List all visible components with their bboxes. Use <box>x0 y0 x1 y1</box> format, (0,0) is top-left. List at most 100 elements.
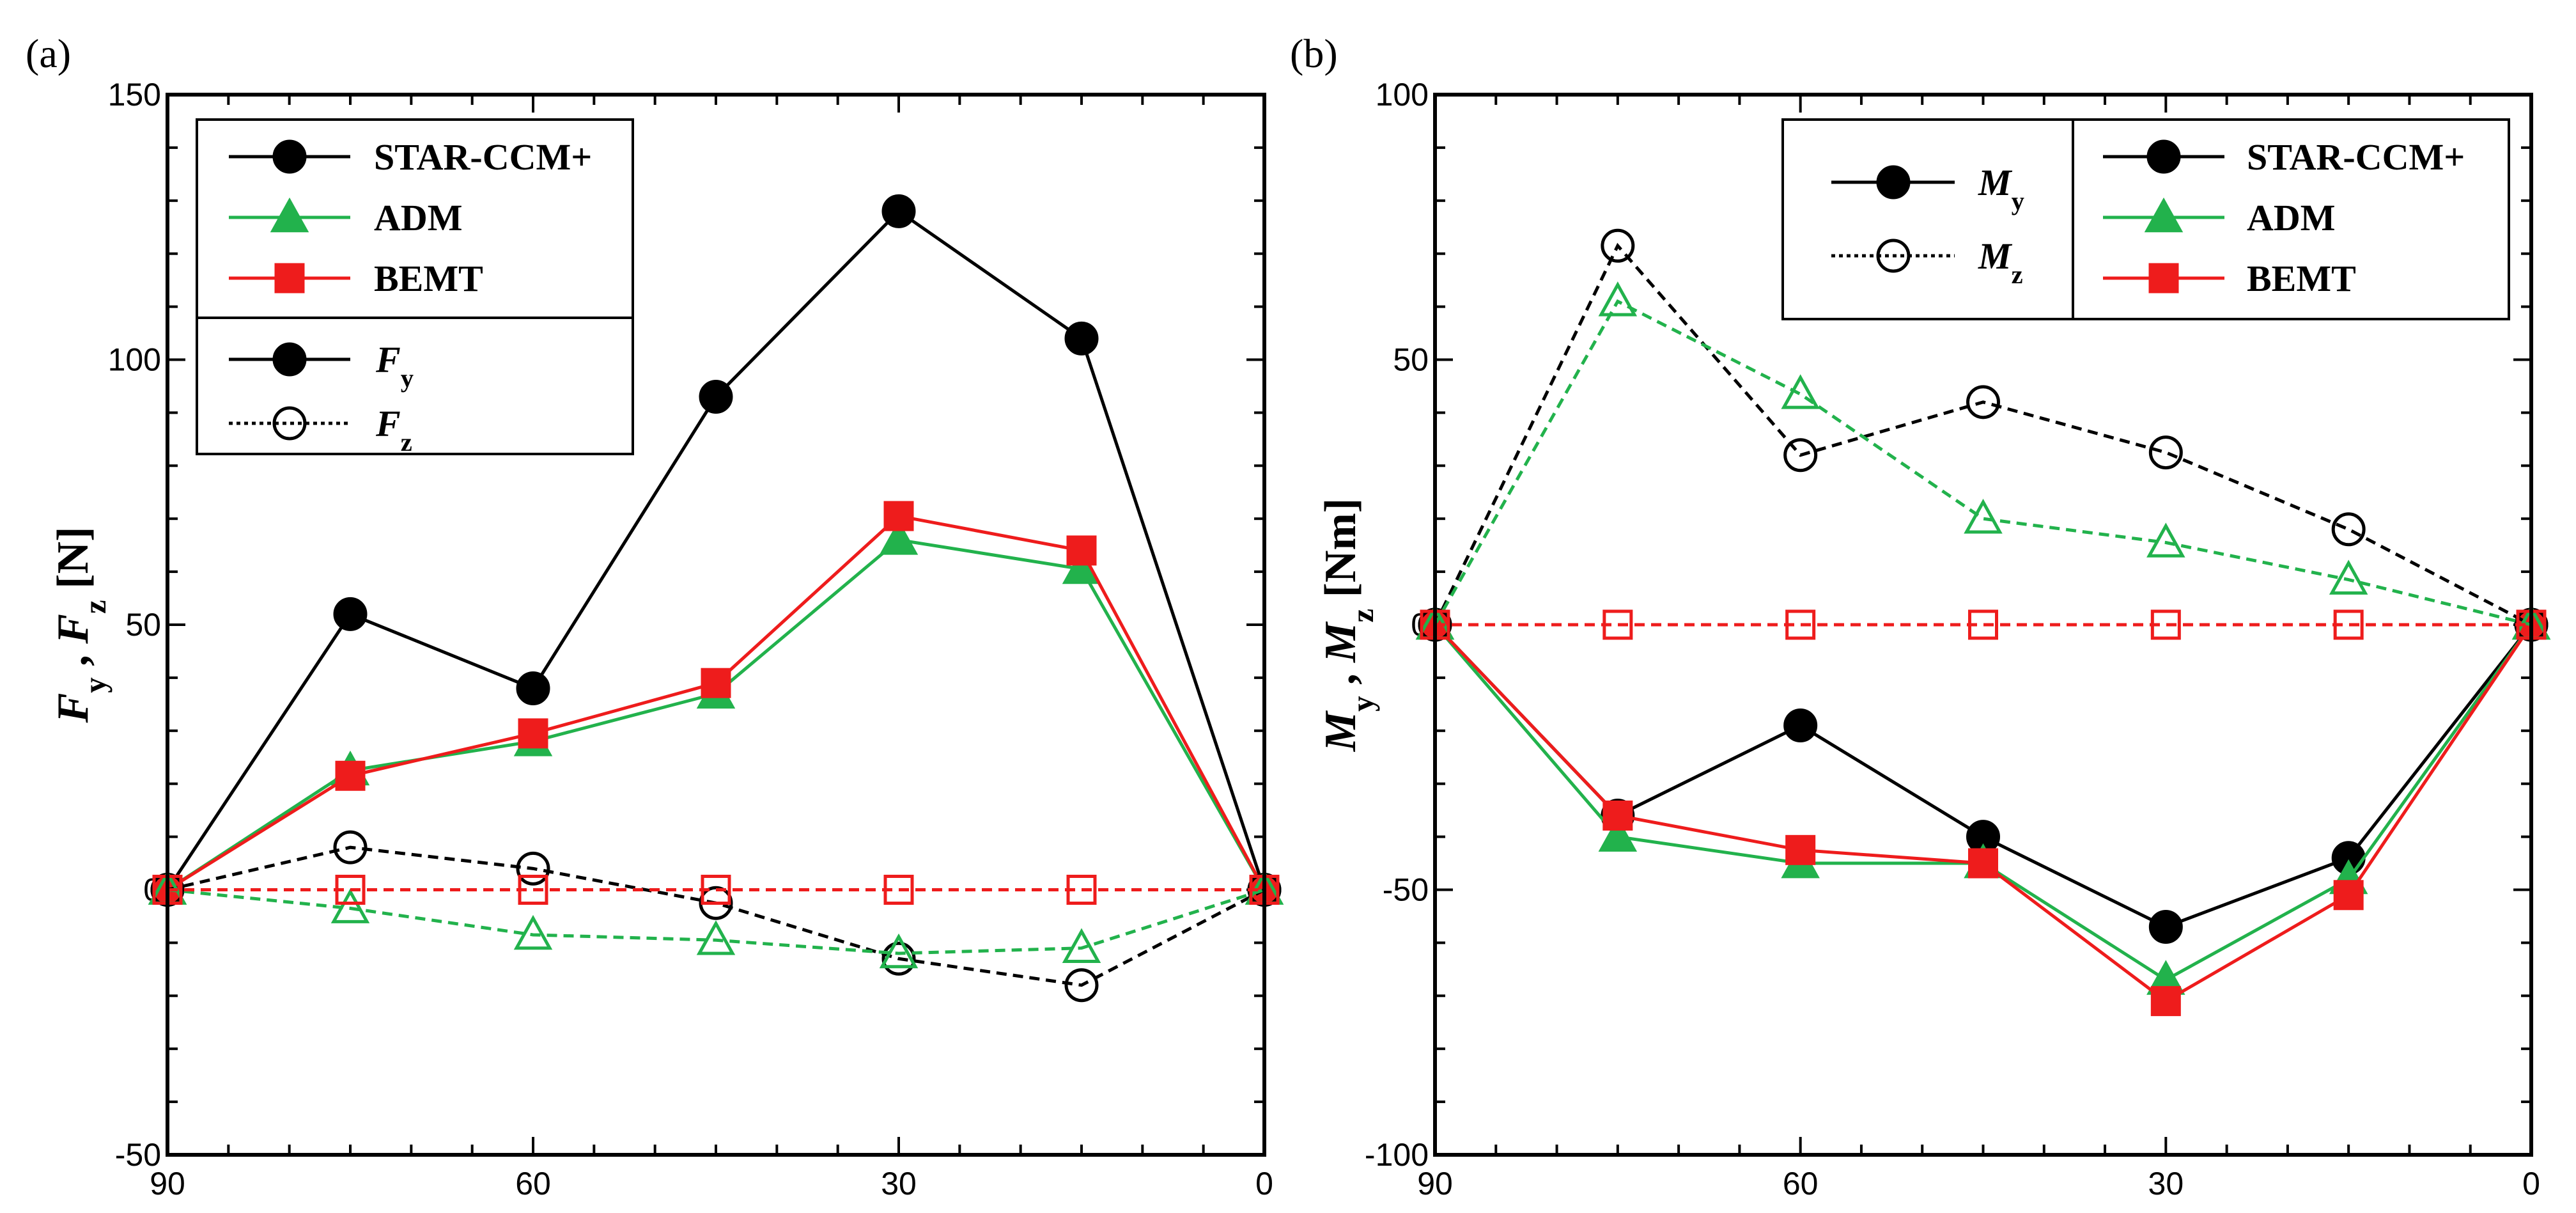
series-star-ccm-fz <box>150 830 1282 1003</box>
legend-label: My <box>1978 162 2024 215</box>
legend-label: ADM <box>374 197 463 239</box>
legend-label: Fz <box>375 403 412 457</box>
series-line <box>1434 623 2533 929</box>
series-line <box>166 538 1266 891</box>
data-point <box>699 886 733 920</box>
y-tick-label: -50 <box>1383 872 1429 908</box>
series-adm-fy <box>148 520 1284 905</box>
data-point <box>1785 609 1816 640</box>
data-point <box>2150 986 2181 1017</box>
text-part: , <box>1316 662 1365 696</box>
text-part: M <box>1978 235 2013 277</box>
series-line <box>1434 623 2533 1003</box>
legend-label: BEMT <box>2247 258 2356 299</box>
data-point <box>881 941 916 976</box>
legend-marker <box>2146 139 2181 174</box>
series-bemt-mz <box>1420 609 2547 640</box>
data-point <box>1966 385 2000 419</box>
data-point <box>1066 535 1097 566</box>
text-part: M <box>1316 621 1365 663</box>
panel-label: (b) <box>1290 31 1338 76</box>
data-point <box>335 875 366 905</box>
data-point <box>1064 321 1099 356</box>
legend-marker <box>272 406 307 441</box>
legend-label: BEMT <box>374 258 483 299</box>
text-part: F <box>49 614 98 645</box>
text-part: y <box>2012 187 2024 215</box>
legend-box <box>1781 118 2510 320</box>
legend-marker <box>2148 263 2179 293</box>
series-bemt-fy <box>152 501 1280 905</box>
series-line <box>1433 299 2532 627</box>
text-part: y <box>77 677 113 693</box>
legend: STAR-CCM+ ADM BEMT Fy Fz <box>196 118 634 457</box>
series-bemt-fz <box>152 875 1280 905</box>
data-point <box>333 830 368 865</box>
legend-marker <box>270 197 309 233</box>
data-point <box>1598 817 1638 852</box>
data-point <box>330 888 370 923</box>
data-point <box>1602 609 1633 640</box>
data-point <box>516 671 550 705</box>
text-part: [Nm] <box>1316 498 1365 609</box>
x-tick-label: 30 <box>881 1166 917 1201</box>
text-part: y <box>401 364 414 393</box>
text-part: z <box>1345 609 1380 623</box>
series-line <box>167 845 1266 987</box>
data-point <box>701 875 731 905</box>
y-axis-title: Fy , Fz [N] <box>49 527 113 724</box>
text-part: , <box>49 644 98 678</box>
data-point <box>701 668 731 698</box>
data-point <box>1968 609 1998 640</box>
text-part: M <box>1978 162 2013 203</box>
text-part: y <box>1345 696 1380 712</box>
data-point <box>335 760 366 791</box>
legend-marker <box>272 139 307 174</box>
legend-label: STAR-CCM+ <box>374 136 592 178</box>
series-adm-my <box>1415 604 2551 995</box>
data-point <box>879 520 919 555</box>
data-point <box>2329 560 2368 595</box>
data-point <box>513 914 553 950</box>
series-line <box>1433 242 2533 627</box>
x-tick-label: 90 <box>1417 1166 1453 1201</box>
data-point <box>2146 522 2185 558</box>
data-point <box>1066 875 1097 905</box>
text-part: M <box>1316 710 1365 752</box>
text-part: F <box>49 693 98 724</box>
data-point <box>2148 435 2183 470</box>
y-tick-label: 50 <box>1393 342 1429 378</box>
legend-label: Mz <box>1978 235 2023 289</box>
x-tick-label: 60 <box>515 1166 551 1201</box>
data-point <box>883 501 914 531</box>
data-point <box>1781 374 1820 409</box>
y-tick-label: 50 <box>125 607 161 643</box>
y-tick-label: 100 <box>1376 77 1429 113</box>
y-tick-label: 100 <box>108 342 161 378</box>
data-point <box>1783 438 1818 473</box>
x-tick-label: 90 <box>150 1166 185 1201</box>
y-tick-label: -50 <box>115 1137 161 1173</box>
legend-label: ADM <box>2247 197 2336 239</box>
data-point <box>1964 499 2003 534</box>
text-part: F <box>375 403 401 444</box>
series-bemt-my <box>1420 609 2547 1017</box>
data-point <box>518 718 548 749</box>
data-point <box>881 194 916 228</box>
series-line <box>167 888 1265 955</box>
data-point <box>1968 848 1998 879</box>
text-part: z <box>401 428 412 457</box>
data-point <box>2333 609 2364 640</box>
data-point <box>2150 609 2181 640</box>
data-point <box>1602 800 1633 831</box>
data-point <box>1598 281 1638 317</box>
data-point <box>883 875 914 905</box>
panel-label: (a) <box>26 31 71 76</box>
data-point <box>1064 968 1099 1003</box>
data-point <box>518 875 548 905</box>
text-part: [N] <box>49 527 98 600</box>
x-tick-label: 60 <box>1783 1166 1819 1201</box>
text-part: z <box>2012 260 2023 289</box>
